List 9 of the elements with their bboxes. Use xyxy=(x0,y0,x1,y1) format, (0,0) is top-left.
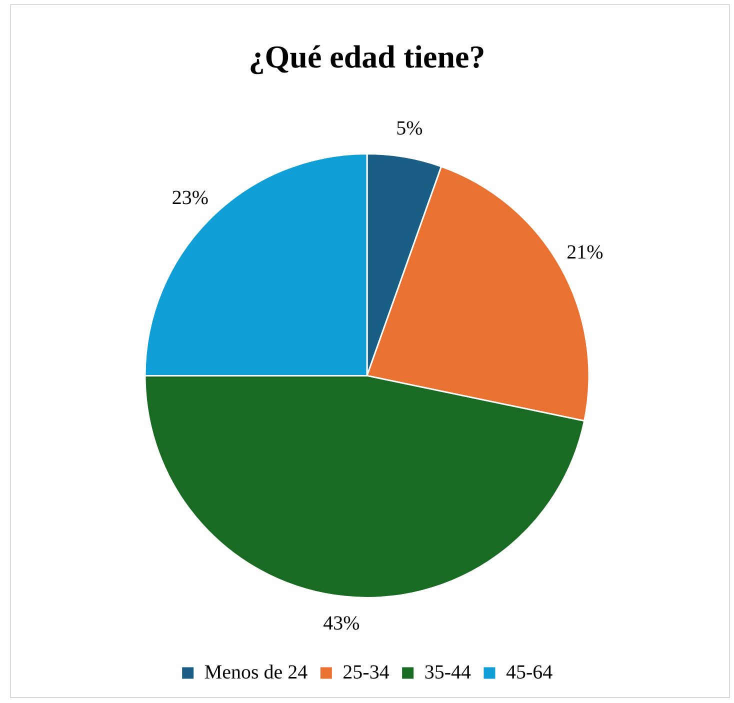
legend-label: 25-34 xyxy=(342,661,390,684)
data-label: 5% xyxy=(396,118,423,140)
data-label: 43% xyxy=(323,612,360,635)
legend-label: Menos de 24 xyxy=(204,661,308,684)
legend-label: 35-44 xyxy=(424,661,471,684)
legend-label: 45-64 xyxy=(506,661,553,684)
data-label: 23% xyxy=(172,187,209,210)
data-label: 21% xyxy=(566,241,604,264)
chart-title: ¿Qué edad tiene? xyxy=(248,38,486,74)
